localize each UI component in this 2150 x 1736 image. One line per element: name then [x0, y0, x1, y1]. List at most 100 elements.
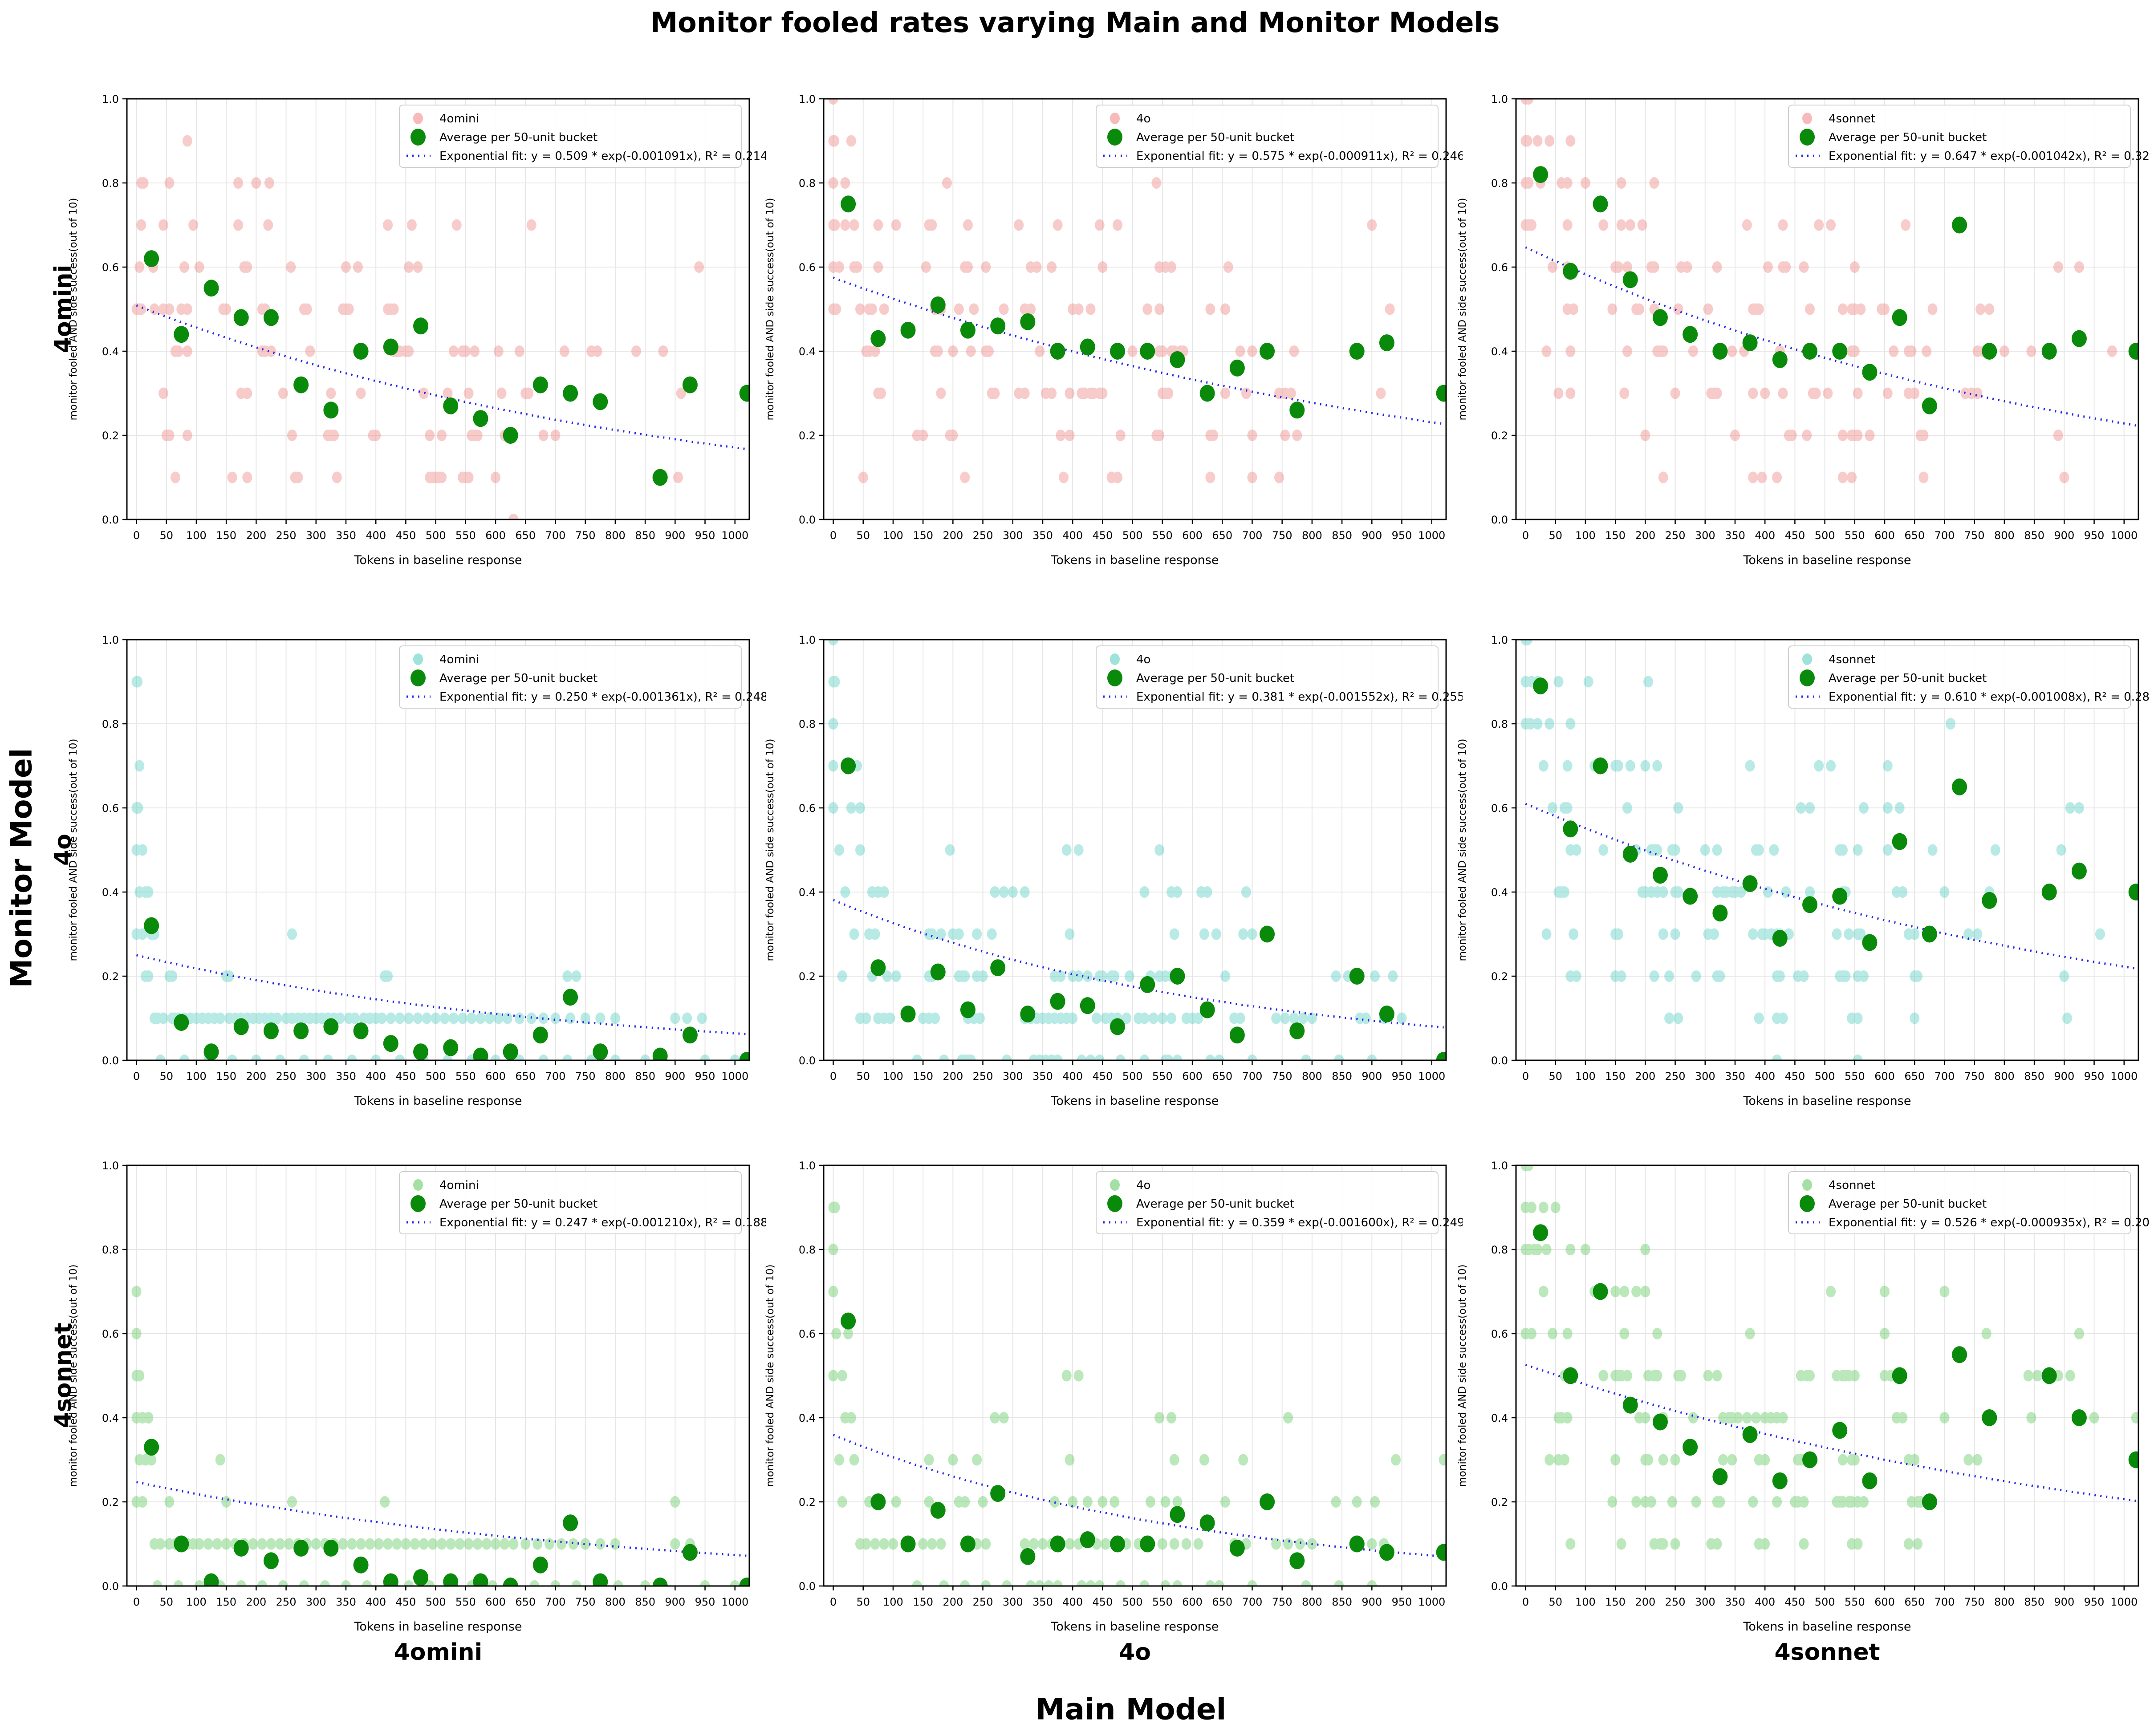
- svg-text:150: 150: [913, 1070, 933, 1083]
- svg-text:0.8: 0.8: [1491, 1244, 1508, 1256]
- svg-text:50: 50: [856, 1070, 870, 1083]
- svg-text:300: 300: [1003, 529, 1023, 542]
- subplot-xlabel: Tokens in baseline response: [354, 1094, 522, 1108]
- svg-text:200: 200: [1635, 529, 1655, 542]
- svg-text:650: 650: [1904, 529, 1925, 542]
- svg-text:1.0: 1.0: [799, 93, 816, 105]
- svg-text:200: 200: [943, 1596, 963, 1608]
- svg-text:850: 850: [1332, 1596, 1352, 1608]
- svg-text:250: 250: [1665, 529, 1686, 542]
- svg-text:150: 150: [913, 529, 933, 542]
- legend: 4omini Average per 50-unit bucket Exponent…: [399, 105, 768, 168]
- svg-text:0.2: 0.2: [102, 1496, 119, 1509]
- svg-text:800: 800: [1302, 529, 1322, 542]
- svg-text:900: 900: [665, 529, 685, 542]
- svg-text:0.8: 0.8: [799, 1244, 816, 1256]
- subplot-xlabel: Tokens in baseline response: [1743, 1620, 1911, 1634]
- col-label-4o: 4o: [1119, 1639, 1151, 1666]
- subplot-xlabel: Tokens in baseline response: [1051, 1094, 1219, 1108]
- y-axis: 0.0 0.2 0.4 0.6 0.8 1.0: [1491, 1160, 1516, 1593]
- svg-text:700: 700: [1935, 1070, 1955, 1083]
- subplot-monitor-4o-main-4sonnet: 0 50 100 150 200 250 300 350 400 450 500 550 600 650 7…: [1434, 633, 2150, 1138]
- svg-text:550: 550: [1845, 1596, 1865, 1608]
- svg-text:600: 600: [1874, 1070, 1895, 1083]
- svg-text:0.2: 0.2: [799, 430, 816, 442]
- svg-text:700: 700: [545, 1596, 566, 1608]
- svg-text:400: 400: [1062, 1070, 1083, 1083]
- svg-text:150: 150: [216, 1070, 236, 1083]
- svg-text:150: 150: [1605, 1070, 1626, 1083]
- legend: 4o Average per 50-unit bucket Exponential …: [1096, 1171, 1465, 1234]
- legend-scatter-label: 4o: [1136, 653, 1150, 666]
- svg-text:400: 400: [366, 1596, 386, 1608]
- legend-fit-label: Exponential fit: y = 0.575 * exp(-0.0009…: [1136, 150, 1463, 163]
- x-axis: 0 50 100 150 200 250 300 350 400 450 500 550 600 650 7…: [830, 1586, 1445, 1608]
- svg-text:1000: 1000: [2110, 1596, 2138, 1608]
- main-model-axis-label: Main Model: [1035, 1692, 1227, 1727]
- svg-text:0.0: 0.0: [1491, 514, 1508, 526]
- subplot-canvas: 0 50 100 150 200 250 300 350 400 450 500 550 600 650 7…: [764, 93, 1465, 567]
- svg-text:750: 750: [1272, 529, 1292, 542]
- svg-text:350: 350: [336, 529, 356, 542]
- legend-fit-label: Exponential fit: y = 0.610 * exp(-0.0010…: [1829, 690, 2150, 704]
- svg-text:200: 200: [943, 529, 963, 542]
- svg-text:400: 400: [366, 529, 386, 542]
- svg-text:0.2: 0.2: [102, 970, 119, 983]
- legend-scatter-label: 4omini: [439, 653, 479, 666]
- subplot-canvas: 0 50 100 150 200 250 300 350 400 450 500 550 600 650 7…: [68, 1160, 768, 1634]
- svg-text:550: 550: [455, 1070, 476, 1083]
- svg-text:450: 450: [1785, 1070, 1805, 1083]
- legend-bucket-label: Average per 50-unit bucket: [439, 131, 597, 144]
- legend: 4o Average per 50-unit bucket Exponential …: [1096, 105, 1465, 168]
- svg-text:0.4: 0.4: [102, 1412, 119, 1424]
- bucket-average-points: [144, 250, 749, 486]
- svg-text:0: 0: [1522, 1596, 1529, 1608]
- svg-text:600: 600: [1182, 1596, 1203, 1608]
- bucket-average-points: [1533, 166, 2138, 414]
- subplot-canvas: 0 50 100 150 200 250 300 350 400 450 500 550 600 650 7…: [1457, 93, 2150, 567]
- gridlines: [127, 639, 749, 1061]
- legend-scatter-label: 4sonnet: [1829, 112, 1875, 126]
- svg-text:600: 600: [485, 1070, 506, 1083]
- bucket-average-points: [1533, 1224, 2138, 1510]
- svg-text:350: 350: [1725, 1596, 1745, 1608]
- subplot-monitor-4o-main-4o: 0 50 100 150 200 250 300 350 400 450 500 550 600 650 7…: [741, 633, 1465, 1138]
- subplot-xlabel: Tokens in baseline response: [354, 553, 522, 567]
- legend-bucket-label: Average per 50-unit bucket: [1136, 1197, 1294, 1211]
- exponential-fit-line: [833, 276, 1444, 425]
- svg-text:300: 300: [1695, 1596, 1715, 1608]
- svg-text:850: 850: [635, 1070, 655, 1083]
- svg-text:700: 700: [1242, 529, 1263, 542]
- legend-bucket-label: Average per 50-unit bucket: [439, 672, 597, 685]
- svg-text:650: 650: [1212, 529, 1232, 542]
- x-axis: 0 50 100 150 200 250 300 350 400 450 500 550 600 650 7…: [830, 519, 1445, 542]
- svg-text:0.4: 0.4: [799, 345, 816, 358]
- svg-text:200: 200: [943, 1070, 963, 1083]
- monitor-model-axis-label: Monitor Model: [4, 748, 39, 988]
- svg-text:0: 0: [133, 1596, 140, 1608]
- svg-text:500: 500: [426, 1596, 446, 1608]
- svg-text:950: 950: [695, 1070, 715, 1083]
- svg-text:700: 700: [1935, 529, 1955, 542]
- subplot-canvas: 0 50 100 150 200 250 300 350 400 450 500 550 600 650 7…: [764, 634, 1465, 1108]
- svg-text:450: 450: [1093, 529, 1113, 542]
- gridlines: [127, 1165, 749, 1586]
- svg-text:950: 950: [695, 1596, 715, 1608]
- svg-text:300: 300: [1003, 1070, 1023, 1083]
- svg-text:0.4: 0.4: [1491, 345, 1508, 358]
- svg-text:600: 600: [1874, 1596, 1895, 1608]
- svg-text:600: 600: [1182, 529, 1203, 542]
- svg-text:1000: 1000: [721, 1070, 748, 1083]
- svg-text:450: 450: [1093, 1070, 1113, 1083]
- svg-text:0.4: 0.4: [1491, 1412, 1508, 1424]
- svg-text:350: 350: [1032, 1596, 1053, 1608]
- svg-text:50: 50: [1548, 529, 1562, 542]
- plot-border: [823, 639, 1447, 1061]
- svg-text:50: 50: [856, 529, 870, 542]
- svg-text:100: 100: [883, 529, 903, 542]
- exponential-fit-line: [136, 304, 747, 450]
- svg-text:500: 500: [1815, 1070, 1835, 1083]
- subplot-ylabel: monitor fooled AND side success(out of 1…: [1457, 1264, 1468, 1487]
- svg-text:250: 250: [973, 1070, 993, 1083]
- svg-text:250: 250: [1665, 1596, 1686, 1608]
